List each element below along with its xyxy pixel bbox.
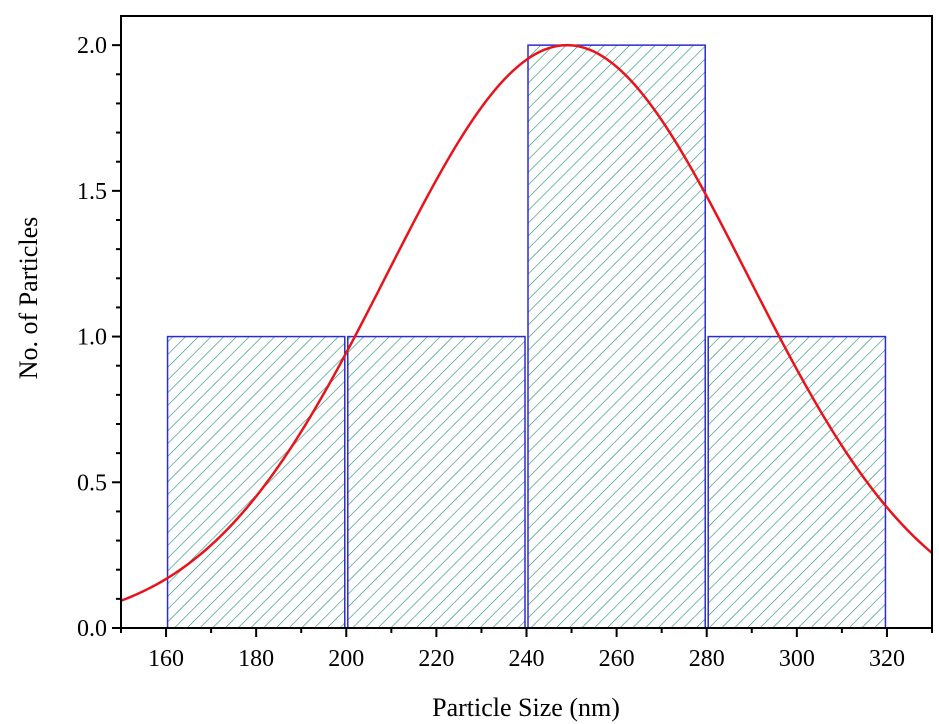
x-axis-ticks: 160 180 200 220 240 260 280 300 320 bbox=[120, 628, 933, 672]
histogram-bar-2 bbox=[347, 335, 526, 629]
x-tick-label: 300 bbox=[779, 646, 815, 672]
x-tick-label: 260 bbox=[599, 646, 635, 672]
x-tick-label: 180 bbox=[238, 646, 274, 672]
histogram-bar-3 bbox=[527, 44, 706, 629]
x-tick-label: 200 bbox=[328, 646, 364, 672]
y-axis-ticks: 0.0 0.5 1.0 1.5 2.0 bbox=[77, 33, 121, 642]
y-tick-label: 2.0 bbox=[77, 33, 107, 59]
gaussian-fit-curve bbox=[121, 43, 932, 602]
histogram-bar-1 bbox=[166, 335, 346, 629]
x-tick-label: 160 bbox=[148, 646, 184, 672]
x-tick-label: 280 bbox=[689, 646, 725, 672]
fit-curve-layer bbox=[121, 43, 932, 602]
y-tick-label: 0.0 bbox=[77, 616, 107, 642]
x-axis-title: Particle Size (nm) bbox=[432, 693, 620, 722]
y-tick-label: 1.5 bbox=[77, 179, 107, 205]
y-tick-label: 1.0 bbox=[77, 325, 107, 351]
histogram-bar-4 bbox=[707, 335, 887, 629]
y-tick-label: 0.5 bbox=[77, 470, 107, 496]
histogram-bars bbox=[166, 44, 887, 629]
x-tick-label: 320 bbox=[869, 646, 905, 672]
x-tick-label: 240 bbox=[509, 646, 545, 672]
x-tick-label: 220 bbox=[418, 646, 454, 672]
y-axis-title: No. of Particles bbox=[14, 217, 43, 379]
